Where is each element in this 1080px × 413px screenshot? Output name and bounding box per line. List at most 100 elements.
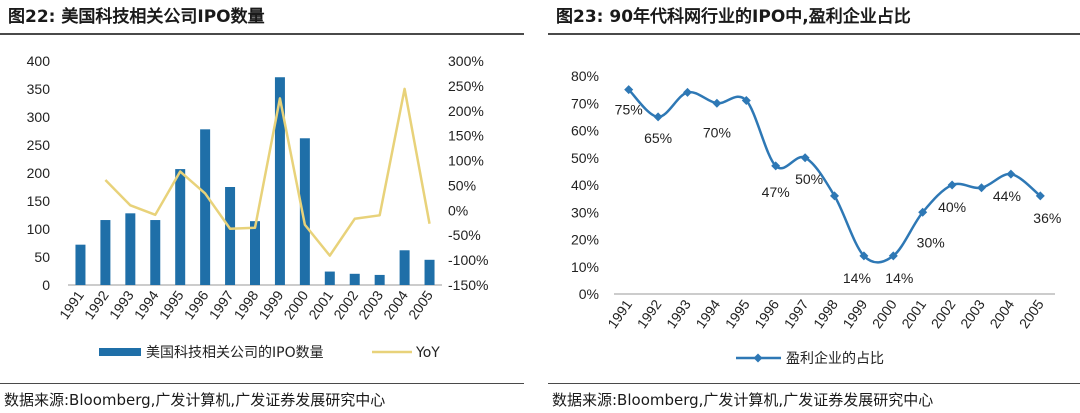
ipo-count-bar bbox=[250, 221, 260, 285]
x-axis-year-label: 1996 bbox=[751, 296, 782, 331]
x-axis-year-label: 1998 bbox=[810, 296, 841, 331]
data-label: 65% bbox=[644, 130, 672, 146]
x-axis-year-label: 2003 bbox=[957, 296, 988, 331]
left-figure-title: 图22: 美国科技相关公司IPO数量 bbox=[8, 7, 265, 27]
data-point-marker bbox=[771, 161, 781, 171]
x-axis-year-label: 1998 bbox=[230, 287, 261, 322]
x-axis-year-label: 2001 bbox=[305, 287, 336, 322]
right-axis-tick-label: -50% bbox=[448, 227, 481, 243]
right-axis-tick-label: -150% bbox=[448, 277, 488, 293]
x-axis-year-label: 1992 bbox=[81, 287, 112, 322]
y-axis-tick-label: 30% bbox=[571, 204, 599, 220]
x-axis-year-label: 2000 bbox=[869, 296, 900, 331]
data-label: 75% bbox=[615, 102, 643, 118]
data-point-marker bbox=[712, 98, 722, 108]
left-axis-tick-label: 50 bbox=[34, 249, 50, 265]
left-ipo-count-chart: 0 50 100 150 200 250 300 350 400 -150% -100% -50% 0%… bbox=[27, 53, 489, 361]
data-point-marker bbox=[800, 153, 810, 163]
data-point-marker bbox=[1006, 169, 1016, 179]
x-axis-year-label: 1993 bbox=[106, 287, 137, 322]
y-axis-tick-label: 40% bbox=[571, 177, 599, 193]
left-axis-tick-label: 0 bbox=[42, 277, 50, 293]
y-axis-tick-label: 50% bbox=[571, 150, 599, 166]
data-point-marker bbox=[741, 96, 751, 106]
data-point-marker bbox=[977, 183, 986, 193]
left-axis-tick-label: 300 bbox=[27, 109, 51, 125]
x-axis-year-label: 2002 bbox=[928, 296, 959, 331]
ipo-count-bar bbox=[399, 250, 410, 285]
ipo-count-bar bbox=[424, 259, 435, 285]
legend-marker-swatch bbox=[753, 353, 763, 363]
data-label: 30% bbox=[917, 234, 945, 250]
data-point-marker bbox=[683, 87, 692, 97]
y-axis-tick-label: 20% bbox=[571, 232, 599, 248]
right-source-rule bbox=[548, 383, 1080, 384]
data-label: 47% bbox=[762, 184, 790, 200]
x-axis-year-label: 1999 bbox=[255, 287, 286, 322]
data-label: 14% bbox=[843, 270, 871, 286]
x-axis-year-label: 1999 bbox=[839, 296, 870, 331]
x-axis-year-label: 1997 bbox=[781, 296, 812, 331]
x-axis-year-label: 2002 bbox=[330, 287, 361, 322]
x-axis-year-label: 1994 bbox=[692, 296, 723, 331]
right-axis-tick-label: 0% bbox=[448, 202, 468, 218]
x-axis-year-label: 1997 bbox=[206, 287, 237, 322]
right-axis-tick-label: 300% bbox=[448, 53, 484, 69]
data-label: 44% bbox=[993, 188, 1021, 204]
ipo-count-bar bbox=[299, 138, 310, 285]
left-source-note: 数据来源:Bloomberg,广发计算机,广发证券发展研究中心 bbox=[4, 391, 386, 409]
x-axis-year-label: 2005 bbox=[1016, 296, 1047, 331]
data-point-marker bbox=[1035, 191, 1045, 201]
legend-bar-swatch bbox=[99, 348, 141, 356]
ipo-count-bar bbox=[324, 271, 335, 285]
right-figure-panel: 图23: 90年代科网行业的IPO中,盈利企业占比 0% 10% 20% 30% 40%… bbox=[548, 0, 1080, 413]
x-axis-year-label: 1991 bbox=[604, 296, 635, 331]
y-axis-tick-label: 70% bbox=[571, 95, 599, 111]
x-axis-year-label: 2004 bbox=[380, 287, 411, 322]
data-point-marker bbox=[918, 207, 928, 217]
legend-yoy-label: YoY bbox=[415, 345, 440, 361]
data-label: 36% bbox=[1033, 210, 1061, 226]
legend-bar-label: 美国科技相关公司的IPO数量 bbox=[146, 345, 324, 361]
data-point-marker bbox=[947, 180, 957, 190]
ipo-count-bar bbox=[175, 169, 186, 285]
ipo-count-bar bbox=[374, 274, 385, 285]
y-axis-tick-label: 10% bbox=[571, 259, 599, 275]
data-label: 14% bbox=[885, 270, 913, 286]
profitable-share-line bbox=[627, 88, 1042, 264]
right-title-rule bbox=[548, 33, 1080, 35]
ipo-count-bar bbox=[125, 213, 136, 285]
yoy-line bbox=[104, 87, 431, 257]
left-figure-panel: 图22: 美国科技相关公司IPO数量 0 50 100 150 200 250 300 350… bbox=[0, 0, 524, 413]
ipo-count-bar bbox=[75, 244, 86, 285]
data-point-marker bbox=[830, 191, 839, 201]
x-axis-year-label: 1996 bbox=[181, 287, 212, 322]
data-point-marker bbox=[859, 251, 869, 261]
right-figure-title: 图23: 90年代科网行业的IPO中,盈利企业占比 bbox=[556, 7, 911, 27]
y-axis-tick-label: 60% bbox=[571, 123, 599, 139]
left-axis-tick-label: 250 bbox=[27, 137, 51, 153]
left-source-rule bbox=[0, 383, 524, 384]
x-axis-year-label: 1992 bbox=[634, 296, 665, 331]
data-label: 50% bbox=[795, 171, 823, 187]
right-profitable-share-chart: 0% 10% 20% 30% 40% 50% 60% 70% 80% 75%65% 70% 47% 50… bbox=[571, 68, 1061, 367]
x-axis-year-label: 1995 bbox=[156, 287, 187, 322]
data-point-marker bbox=[888, 251, 898, 261]
data-point-marker bbox=[653, 112, 663, 122]
x-axis-year-label: 2003 bbox=[355, 287, 386, 322]
y-axis-tick-label: 0% bbox=[579, 286, 599, 302]
x-axis-year-label: 1994 bbox=[131, 287, 162, 322]
right-axis-tick-label: 150% bbox=[448, 128, 484, 144]
data-point-marker bbox=[624, 85, 634, 95]
x-axis-year-label: 2004 bbox=[986, 296, 1017, 331]
x-axis-year-label: 2005 bbox=[405, 287, 436, 322]
right-source-note: 数据来源:Bloomberg,广发计算机,广发证券发展研究中心 bbox=[552, 391, 934, 409]
x-axis-year-label: 1995 bbox=[722, 296, 753, 331]
ipo-count-bar bbox=[150, 220, 161, 285]
ipo-count-bar bbox=[349, 273, 360, 285]
ipo-count-bar bbox=[225, 187, 236, 285]
data-label: 70% bbox=[703, 124, 731, 140]
left-axis-tick-label: 200 bbox=[27, 165, 51, 181]
x-axis-year-label: 2001 bbox=[898, 296, 929, 331]
ipo-count-bar bbox=[100, 220, 111, 285]
